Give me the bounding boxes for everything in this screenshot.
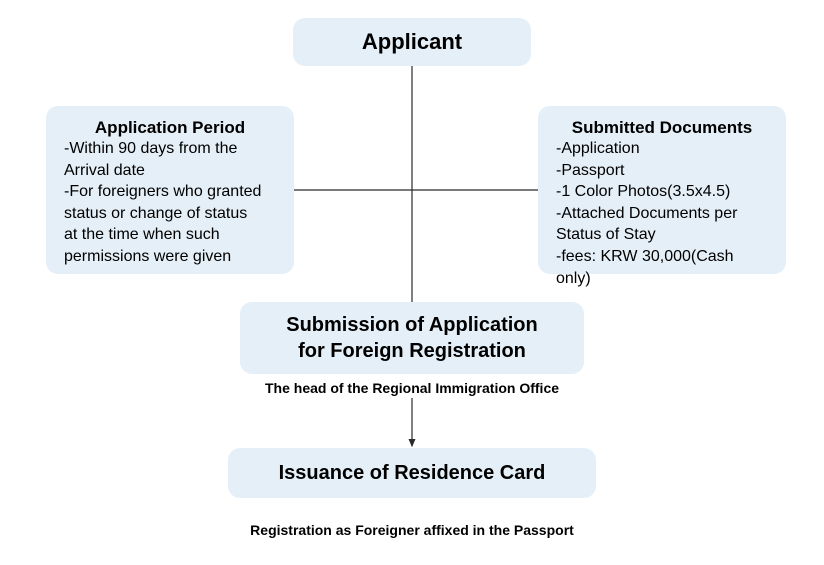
node-submission: Submission of Application for Foreign Re… xyxy=(240,302,584,374)
node-submitted-documents: Submitted Documents -Application -Passpo… xyxy=(538,106,786,274)
submitted-documents-body: -Application -Passport -1 Color Photos(3… xyxy=(556,138,768,289)
submission-line2: for Foreign Registration xyxy=(298,338,526,364)
application-period-title: Application Period xyxy=(64,118,276,138)
submission-line1: Submission of Application xyxy=(286,312,537,338)
node-issuance: Issuance of Residence Card xyxy=(228,448,596,498)
caption-regional-office: The head of the Regional Immigration Off… xyxy=(240,380,584,396)
node-applicant: Applicant xyxy=(293,18,531,66)
caption-passport-affix: Registration as Foreigner affixed in the… xyxy=(220,522,604,538)
submitted-documents-title: Submitted Documents xyxy=(556,118,768,138)
node-application-period: Application Period -Within 90 days from … xyxy=(46,106,294,274)
application-period-body: -Within 90 days from the Arrival date -F… xyxy=(64,138,276,268)
